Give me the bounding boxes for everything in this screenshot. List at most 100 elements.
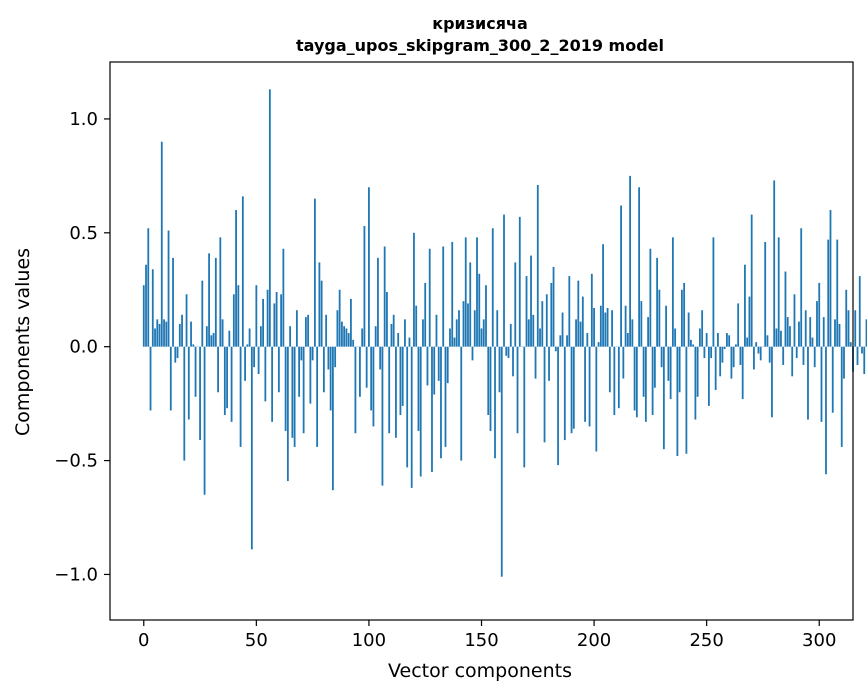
- bar-20: [187, 346, 190, 420]
- y-tick-label-1: −0.5: [54, 451, 98, 472]
- bar-43: [239, 346, 242, 447]
- bar-282: [777, 237, 780, 347]
- bar-259: [726, 333, 728, 347]
- x-tick-label-250: 250: [689, 630, 723, 651]
- bar-132: [440, 346, 442, 459]
- bar-169: [523, 346, 526, 468]
- bar-271: [753, 346, 755, 370]
- bar-163: [509, 323, 512, 347]
- bar-198: [588, 346, 591, 427]
- bar-80: [322, 346, 325, 393]
- bar-7: [158, 323, 161, 347]
- bar-268: [746, 337, 749, 347]
- bar-183: [554, 346, 557, 352]
- bar-281: [775, 328, 778, 347]
- bar-49: [253, 346, 255, 368]
- bar-305: [829, 210, 832, 347]
- bar-119: [410, 346, 413, 488]
- bar-161: [505, 346, 508, 356]
- bar-269: [748, 296, 751, 347]
- bar-235: [671, 237, 674, 347]
- bar-172: [530, 255, 532, 347]
- bar-123: [419, 346, 422, 477]
- bar-154: [489, 346, 492, 431]
- bar-66: [291, 346, 294, 438]
- bar-205: [604, 312, 607, 347]
- bar-189: [568, 276, 571, 347]
- bar-101: [370, 346, 373, 411]
- bar-251: [708, 346, 710, 406]
- x-tick-label-200: 200: [577, 630, 611, 651]
- bar-257: [721, 346, 724, 363]
- y-tick-label-2: 0.0: [69, 337, 98, 358]
- bar-90: [345, 328, 348, 347]
- bar-245: [694, 346, 697, 420]
- bar-2: [147, 228, 150, 347]
- bar-68: [295, 310, 298, 347]
- bar-229: [658, 289, 661, 347]
- bar-69: [298, 346, 301, 397]
- bar-14: [174, 346, 177, 363]
- bar-277: [766, 335, 769, 347]
- bar-311: [843, 346, 845, 379]
- bar-147: [473, 310, 476, 347]
- bar-33: [217, 346, 219, 393]
- bar-128: [431, 346, 433, 472]
- bar-133: [442, 246, 445, 347]
- bar-100: [368, 187, 370, 347]
- bar-16: [178, 323, 181, 347]
- bar-318: [858, 276, 861, 347]
- bar-126: [426, 346, 429, 386]
- bar-265: [739, 346, 742, 365]
- bar-206: [606, 307, 609, 347]
- bar-270: [750, 214, 753, 347]
- bar-215: [626, 333, 629, 347]
- y-tick-label-3: 0.5: [69, 223, 98, 244]
- bar-180: [548, 346, 550, 381]
- bar-116: [404, 319, 406, 347]
- bar-238: [678, 346, 681, 393]
- bar-83: [329, 346, 332, 411]
- bar-104: [377, 257, 379, 347]
- bar-240: [683, 282, 686, 347]
- bar-109: [388, 346, 391, 434]
- bar-303: [825, 346, 827, 475]
- bar-193: [577, 280, 580, 347]
- bar-89: [343, 326, 346, 347]
- bar-262: [732, 346, 735, 368]
- bar-191: [572, 346, 575, 429]
- bar-37: [226, 346, 228, 409]
- bar-155: [491, 228, 494, 347]
- bar-78: [318, 262, 321, 347]
- bar-151: [482, 319, 485, 347]
- bar-141: [460, 346, 463, 461]
- bar-225: [649, 248, 652, 347]
- bar-242: [687, 312, 690, 347]
- bar-143: [464, 237, 467, 347]
- bar-145: [469, 262, 472, 347]
- bar-30: [210, 335, 213, 347]
- bar-220: [638, 187, 641, 347]
- bar-202: [597, 342, 600, 347]
- bar-247: [699, 328, 701, 347]
- bar-212: [620, 205, 622, 347]
- bar-48: [250, 346, 253, 550]
- bar-320: [863, 346, 866, 375]
- x-tick-label-100: 100: [352, 630, 386, 651]
- bar-73: [307, 314, 310, 347]
- bar-211: [617, 346, 620, 409]
- bar-54: [264, 346, 267, 402]
- bar-97: [361, 328, 364, 347]
- bar-184: [557, 346, 559, 466]
- bar-264: [737, 303, 740, 347]
- bar-263: [735, 344, 737, 347]
- bar-130: [435, 314, 438, 347]
- bar-208: [611, 310, 613, 347]
- bar-22: [192, 344, 195, 347]
- bar-246: [696, 346, 699, 397]
- bar-46: [246, 344, 249, 347]
- bar-114: [399, 346, 402, 416]
- bar-199: [590, 273, 593, 347]
